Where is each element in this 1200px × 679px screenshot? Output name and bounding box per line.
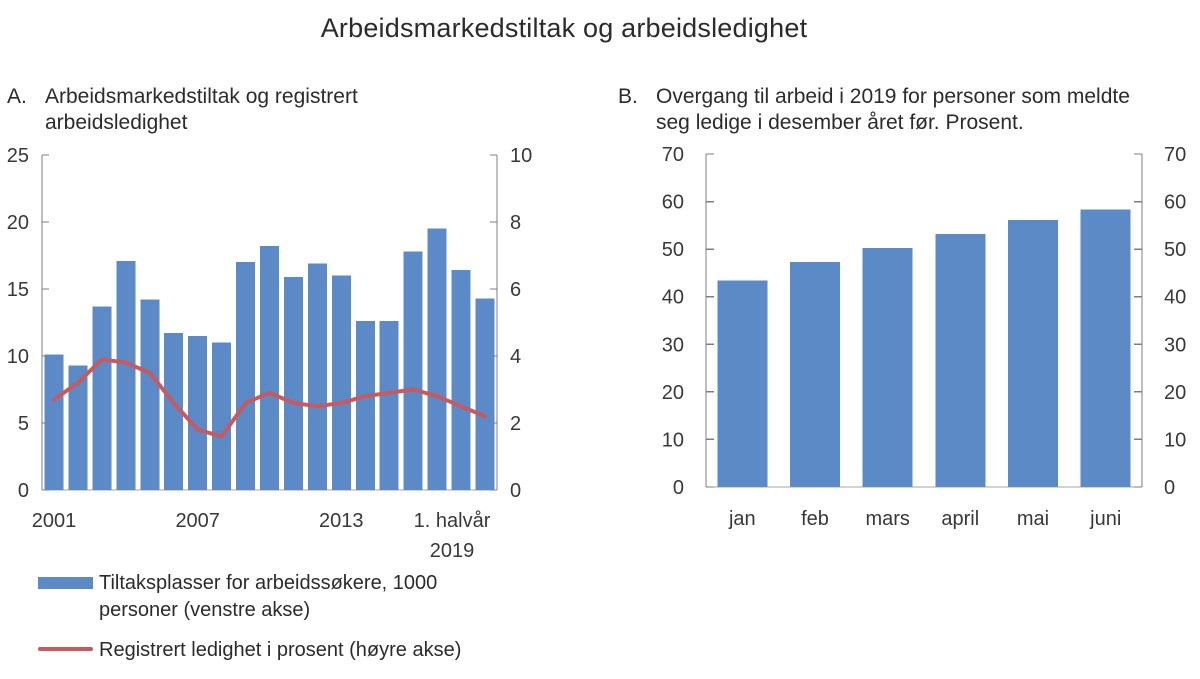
bar (212, 342, 232, 490)
bar (331, 275, 351, 490)
panel-b-chart: 0 10 20 30 40 50 60 70 0 10 20 30 40 50 60 70 jan feb mars… (662, 144, 1187, 530)
left-tick-label: 0 (673, 477, 684, 499)
legend-item-bars: Tiltaksplasser for arbeidssøkere, 1000 p… (38, 570, 519, 624)
bar (451, 270, 471, 490)
line-series-swatch (38, 647, 93, 651)
right-tick-label: 10 (1164, 429, 1186, 451)
x-tick-label: 2001 (32, 510, 77, 532)
panel-a-title: A. Arbeidsmarkedstiltak og registrert ar… (7, 84, 477, 136)
x-tick-label: april (941, 508, 979, 530)
x-tick-label: 1. halvår (414, 510, 491, 532)
bar (68, 365, 88, 490)
left-tick-label: 60 (662, 192, 684, 214)
legend: Tiltaksplasser for arbeidssøkere, 1000 p… (38, 570, 519, 664)
bar (140, 299, 160, 490)
bar (1080, 209, 1131, 487)
left-tick-label: 5 (18, 413, 29, 435)
x-tick-label: 2019 (430, 540, 475, 562)
right-tick-label: 2 (510, 413, 521, 435)
bar (862, 248, 913, 487)
right-tick-label: 30 (1164, 334, 1186, 356)
right-tick-label: 50 (1164, 239, 1186, 261)
bar (935, 233, 986, 487)
right-tick-label: 0 (1164, 477, 1175, 499)
bar-series-swatch (38, 577, 93, 589)
bar (236, 262, 256, 490)
right-tick-label: 60 (1164, 192, 1186, 214)
panel-a-title-text: Arbeidsmarkedstiltak og registrert arbei… (45, 85, 358, 134)
left-tick-label: 10 (662, 429, 684, 451)
left-tick-label: 15 (7, 279, 29, 301)
x-tick-label: juni (1089, 508, 1121, 530)
left-tick-label: 20 (7, 212, 29, 234)
left-tick-label: 70 (662, 144, 684, 166)
bar (283, 276, 303, 490)
x-tick-label: 2013 (319, 510, 364, 532)
line-series-label: Registrert ledighet i prosent (høyre aks… (99, 639, 462, 661)
x-tick-label: mai (1017, 508, 1049, 530)
bar (717, 280, 768, 487)
right-tick-label: 8 (510, 212, 521, 234)
bar (403, 251, 423, 490)
left-tick-label: 40 (662, 287, 684, 309)
bar (92, 306, 112, 490)
right-tick-label: 4 (510, 346, 521, 368)
x-tick-label: feb (801, 508, 829, 530)
bar (116, 260, 136, 490)
panel-b-title: B. Overgang til arbeid i 2019 for person… (618, 84, 1196, 136)
panel-b-letter: B. (618, 85, 638, 108)
panel-a-chart: 0 5 10 15 20 25 0 2 4 6 8 10 2001 2007 2013 1. halvår 20… (7, 145, 533, 562)
x-tick-label: jan (728, 508, 756, 530)
right-tick-label: 6 (510, 279, 521, 301)
left-tick-label: 30 (662, 334, 684, 356)
left-tick-label: 20 (662, 382, 684, 404)
right-tick-label: 10 (510, 145, 532, 167)
bar (427, 228, 447, 490)
left-tick-label: 0 (18, 480, 29, 502)
right-tick-label: 40 (1164, 287, 1186, 309)
bar (379, 321, 399, 490)
bar (307, 263, 327, 490)
figure-title: Arbeidsmarkedstiltak og arbeidsledighet (320, 13, 808, 43)
right-tick-label: 20 (1164, 382, 1186, 404)
x-tick-label: mars (865, 508, 909, 530)
left-tick-label: 50 (662, 239, 684, 261)
bar (260, 246, 279, 490)
bar (355, 321, 375, 490)
trend-line (52, 357, 487, 439)
panel-b-title-text: Overgang til arbeid i 2019 for personer … (656, 85, 1130, 134)
bar-series-label: Tiltaksplasser for arbeidssøkere, 1000 p… (99, 572, 438, 621)
bar (44, 354, 64, 490)
bar (475, 298, 495, 490)
bar (1008, 220, 1058, 487)
left-tick-label: 10 (7, 346, 29, 368)
bar (164, 333, 184, 490)
right-tick-label: 70 (1164, 144, 1186, 166)
legend-item-line: Registrert ledighet i prosent (høyre aks… (38, 637, 519, 664)
x-tick-label: 2007 (175, 510, 220, 532)
bar (790, 261, 840, 487)
panel-a-letter: A. (7, 85, 27, 108)
bar (188, 335, 208, 490)
right-tick-label: 0 (510, 480, 521, 502)
left-tick-label: 25 (7, 145, 29, 167)
